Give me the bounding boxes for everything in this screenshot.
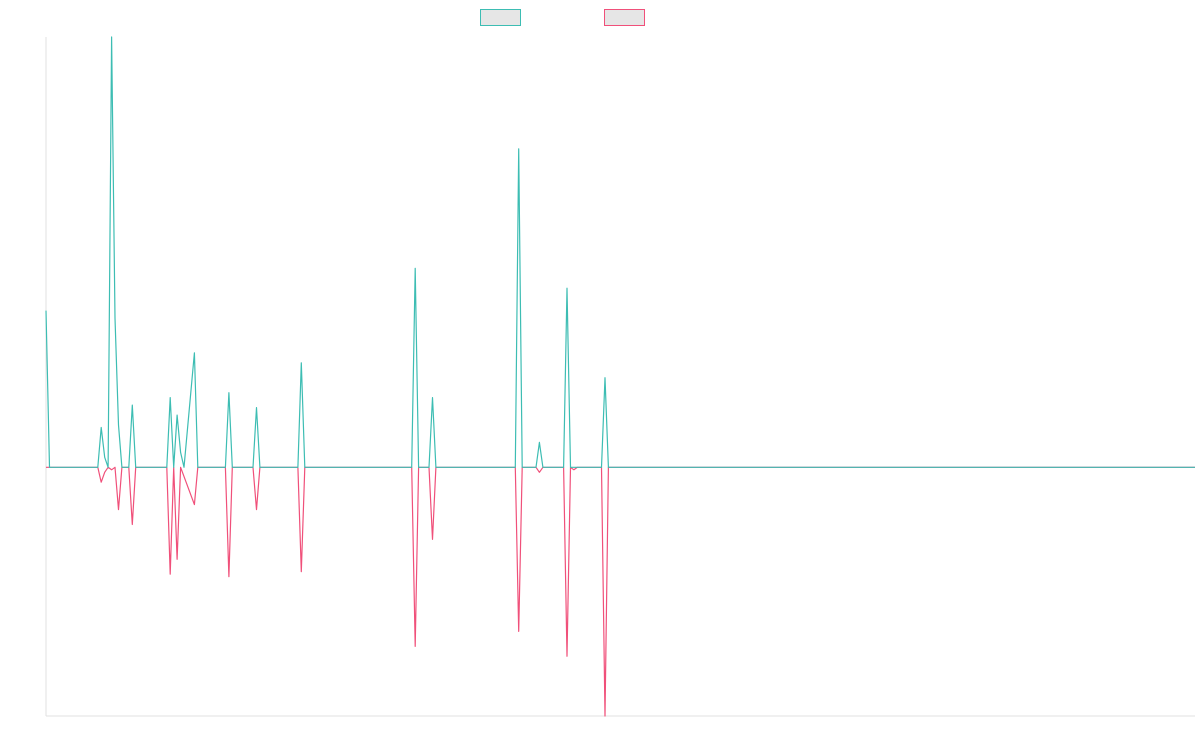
legend-swatch-a (480, 9, 521, 26)
series-a-line (45, 36, 1195, 468)
series-b-line (46, 466, 1195, 717)
series-layer (45, 36, 1195, 717)
legend-swatch-b (604, 9, 645, 26)
axes (45, 37, 1195, 717)
legend (480, 9, 645, 26)
